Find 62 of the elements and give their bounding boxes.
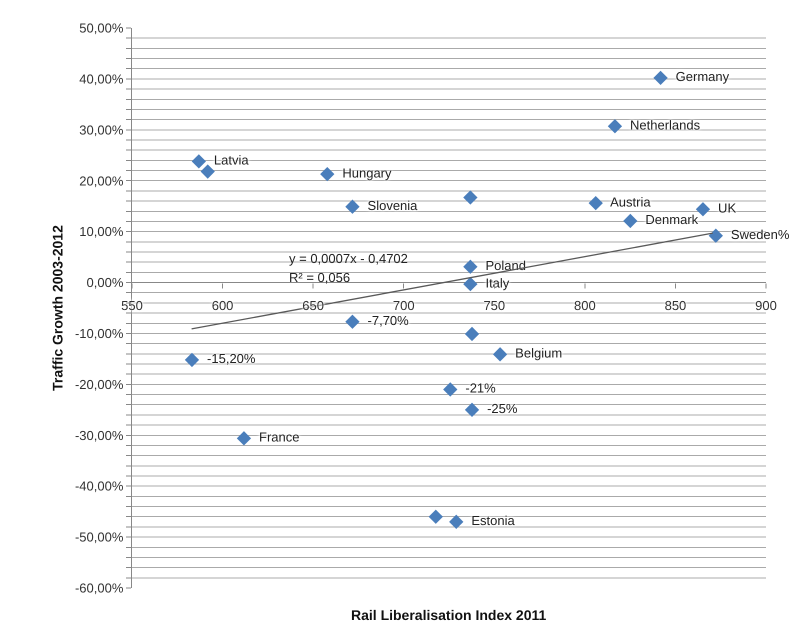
data-label: Sweden% [724, 226, 789, 242]
point [345, 314, 360, 329]
y-tick-label: 30,00% [79, 122, 124, 138]
data-label: UK [710, 200, 736, 216]
data-label: Italy [478, 275, 510, 290]
point [464, 402, 480, 417]
y-tick-label: 20,00% [79, 173, 124, 188]
x-tick-label: 800 [574, 298, 596, 314]
point [345, 200, 360, 214]
data-label: Hungary [335, 165, 392, 180]
annotation: R² = 0,056 [289, 270, 350, 285]
point [464, 326, 480, 342]
point [428, 510, 443, 524]
data-label: Denmark [638, 212, 699, 228]
x-tick-label: 600 [212, 298, 234, 314]
x-tick-label: 850 [664, 298, 686, 314]
point [623, 214, 638, 228]
y-tick-label: 0,00% [86, 275, 124, 290]
y-tick-label: -40,00% [74, 478, 124, 494]
y-tick-label: 40,00% [79, 71, 124, 86]
point [449, 514, 464, 529]
data-label: Slovenia [360, 198, 418, 213]
y-tick-label: 10,00% [79, 224, 124, 240]
x-tick-label: 750 [483, 298, 506, 314]
point [463, 276, 478, 292]
point [192, 154, 206, 169]
x-axis-title: Rail Liberalisation Index 2011 [351, 607, 547, 623]
data-label: -15,20% [200, 351, 256, 366]
y-tick-label: -10,00% [74, 326, 124, 341]
point [463, 190, 478, 205]
data-label: Estonia [464, 513, 516, 528]
data-label: Poland [478, 258, 526, 274]
data-label: -21% [458, 380, 496, 396]
point [320, 166, 334, 182]
y-tick-label: -30,00% [74, 428, 124, 443]
point [236, 431, 252, 446]
x-tick-label: 700 [392, 298, 415, 314]
data-label: Latvia [206, 152, 250, 168]
point [708, 228, 723, 243]
point [653, 70, 668, 86]
point [463, 260, 478, 274]
point [492, 347, 508, 362]
y-tick-label: -50,00% [74, 530, 124, 545]
x-tick-label: 900 [755, 298, 777, 314]
annotation: y = 0,0007x - 0,4702 [289, 251, 408, 266]
point [443, 382, 458, 397]
data-label: Austria [604, 194, 652, 210]
y-tick-label: -20,00% [74, 376, 124, 392]
data-label: France [252, 430, 300, 445]
data-label: -25% [480, 401, 518, 416]
y-tick-label: -60,00% [74, 580, 124, 596]
point [696, 202, 710, 216]
y-axis-title: Traffic Growth 2003-2012 [50, 224, 66, 391]
point [200, 164, 215, 179]
point [184, 352, 200, 368]
data-label: Germany [668, 69, 730, 84]
data-label: Netherlands [622, 118, 701, 132]
point [588, 196, 603, 210]
y-tick-label: 50,00% [79, 20, 124, 36]
data-label: Belgium [508, 346, 562, 361]
point [608, 119, 622, 134]
data-label: -7,70% [360, 313, 410, 328]
